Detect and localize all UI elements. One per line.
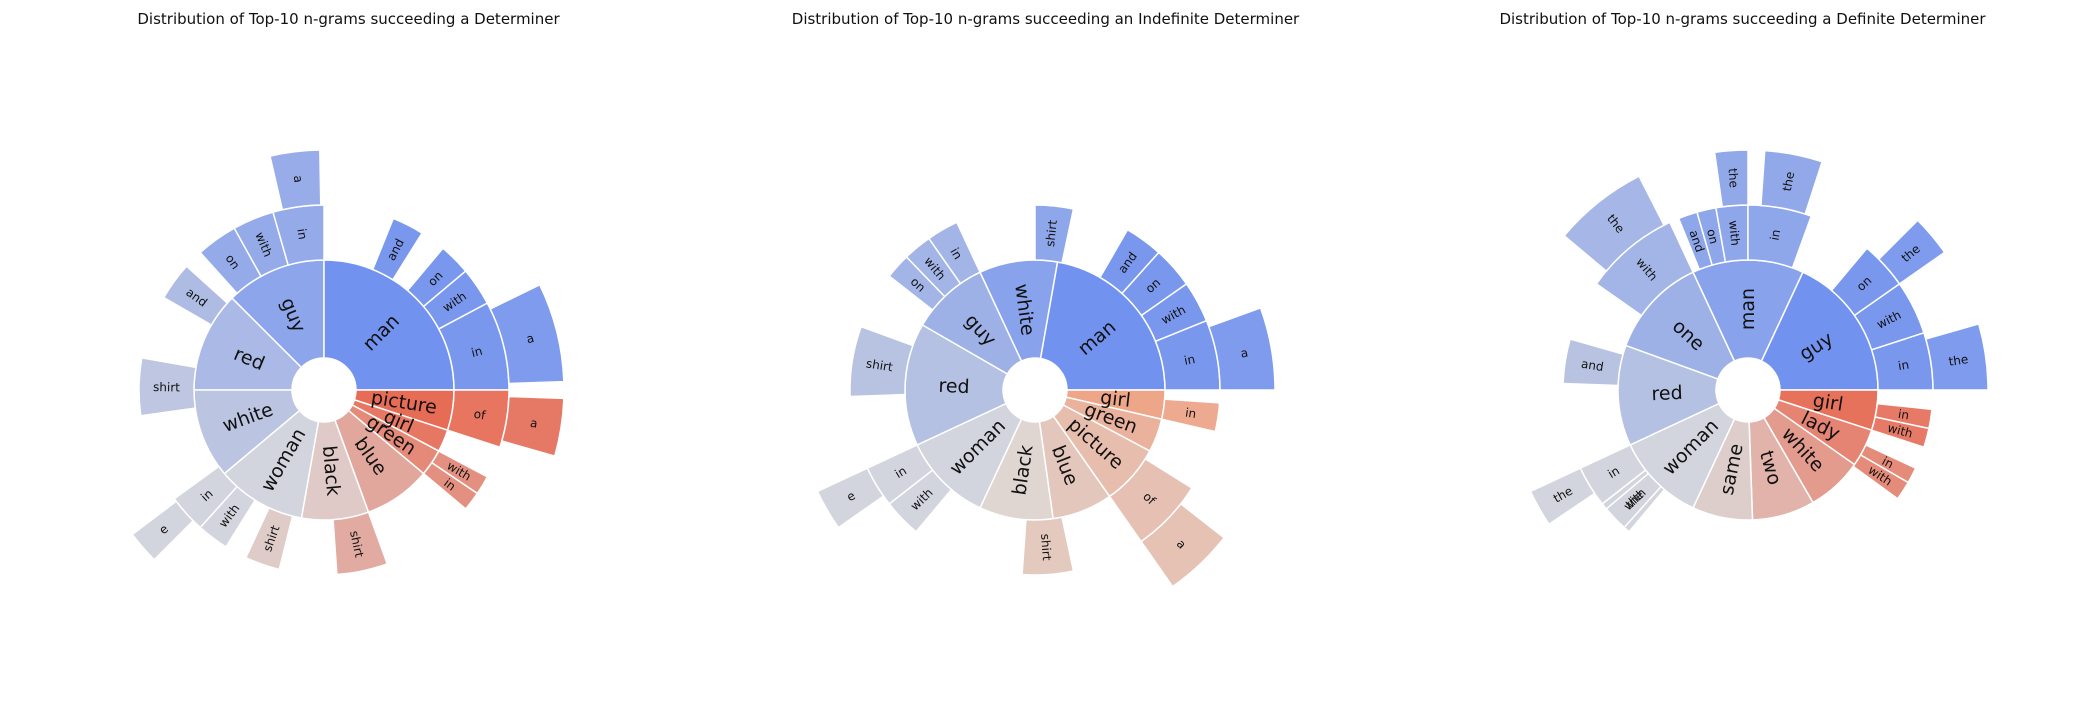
segment-label-level2: shirt [1038,533,1054,561]
segment-label-level2: and [1580,357,1604,374]
chart-title: Distribution of Top-10 n-grams succeedin… [1499,10,1986,28]
sunburst-segment-level2 [162,265,229,327]
segment-label: girl [1811,389,1845,415]
sunburst-segment-level2 [138,357,197,417]
segment-label-level2: with [1886,421,1914,441]
sunburst-segment-level3 [500,395,565,458]
segment-label-level2: shirt [1043,219,1060,247]
sunburst-segment-level2 [244,506,294,571]
segment-label-level2: and [1686,228,1707,254]
segment-label-level2: shirt [865,356,894,374]
segment-label-level2: in [1897,407,1910,423]
segment-label-level3: a [291,175,306,184]
sunburst-segment-level3 [1140,502,1226,588]
chart-title: Distribution of Top-10 n-grams succeedin… [137,10,560,28]
segment-label-level3: the [1726,168,1741,189]
sunburst-segment-level3 [269,149,322,211]
panel-definite-determiner: Distribution of Top-10 n-grams succeedin… [1394,0,2091,714]
segment-label-level3: a [1239,346,1249,361]
sunburst-segment-level2 [849,325,914,398]
segment-label-level3: the [1948,352,1969,369]
segment-label-level2: in [1768,228,1784,241]
chart-title: Distribution of Top-10 n-grams succeedin… [791,10,1300,28]
center-hole [1003,358,1067,422]
sunburst-segment-level3 [816,467,885,529]
sunburst-segment-level3 [1924,322,1989,391]
segment-label: red [938,375,970,398]
sunburst-segment-level2 [332,511,389,576]
segment-label-level2: in [1183,352,1196,368]
segment-label-level2: on [1704,228,1721,246]
sunburst-segment-level3 [1207,306,1276,391]
sunburst-segment-level2 [371,217,424,281]
sunburst-segment-level2 [1605,472,1663,529]
segment-label-level2: shirt [347,529,366,558]
segment-label-level3: a [529,416,538,431]
segment-label: man [1737,288,1759,330]
segment-label-level2: in [294,228,309,241]
center-hole [292,358,356,422]
sunburst-segment-level3 [1760,149,1824,215]
segment-label-level3: a [525,331,536,346]
sunburst-segment-level2 [1870,416,1930,449]
segment-label-level2: in [1184,406,1197,421]
segment-label-level2: shirt [153,380,180,394]
segment-label-level2: of [473,407,487,423]
sunburst-segment-level3 [1877,219,1946,285]
sunburst-segment-level2 [1562,338,1624,387]
panel-determiner: Distribution of Top-10 n-grams succeedin… [0,0,697,714]
segment-label-level2: with [1726,220,1742,247]
sunburst-segment-level2 [927,221,982,285]
sunburst-segment-level3 [131,500,195,561]
panel-indefinite-determiner: Distribution of Top-10 n-grams succeedin… [697,0,1394,714]
sunburst-segment-level3 [1529,467,1596,526]
segment-label: red [1651,382,1683,405]
segment-label-level3: the [1780,170,1798,192]
sunburst-segment-level3 [1713,149,1749,208]
sunburst-segment-level3 [489,283,565,385]
sunburst-segment-level2 [1021,516,1075,576]
sunburst-segment-level2 [1160,398,1221,433]
segment-label: black [318,445,344,497]
center-hole [1716,358,1780,422]
sunburst-segment-level3 [1563,175,1666,273]
sunburst-segment-level2 [1852,453,1910,500]
segment-label-level2: in [1897,358,1910,374]
sunburst-segment-level2 [1034,204,1075,264]
segment-label: girl [1099,387,1132,412]
sunburst-segment-level2 [422,461,479,510]
segment-label-level2: in [470,344,484,360]
